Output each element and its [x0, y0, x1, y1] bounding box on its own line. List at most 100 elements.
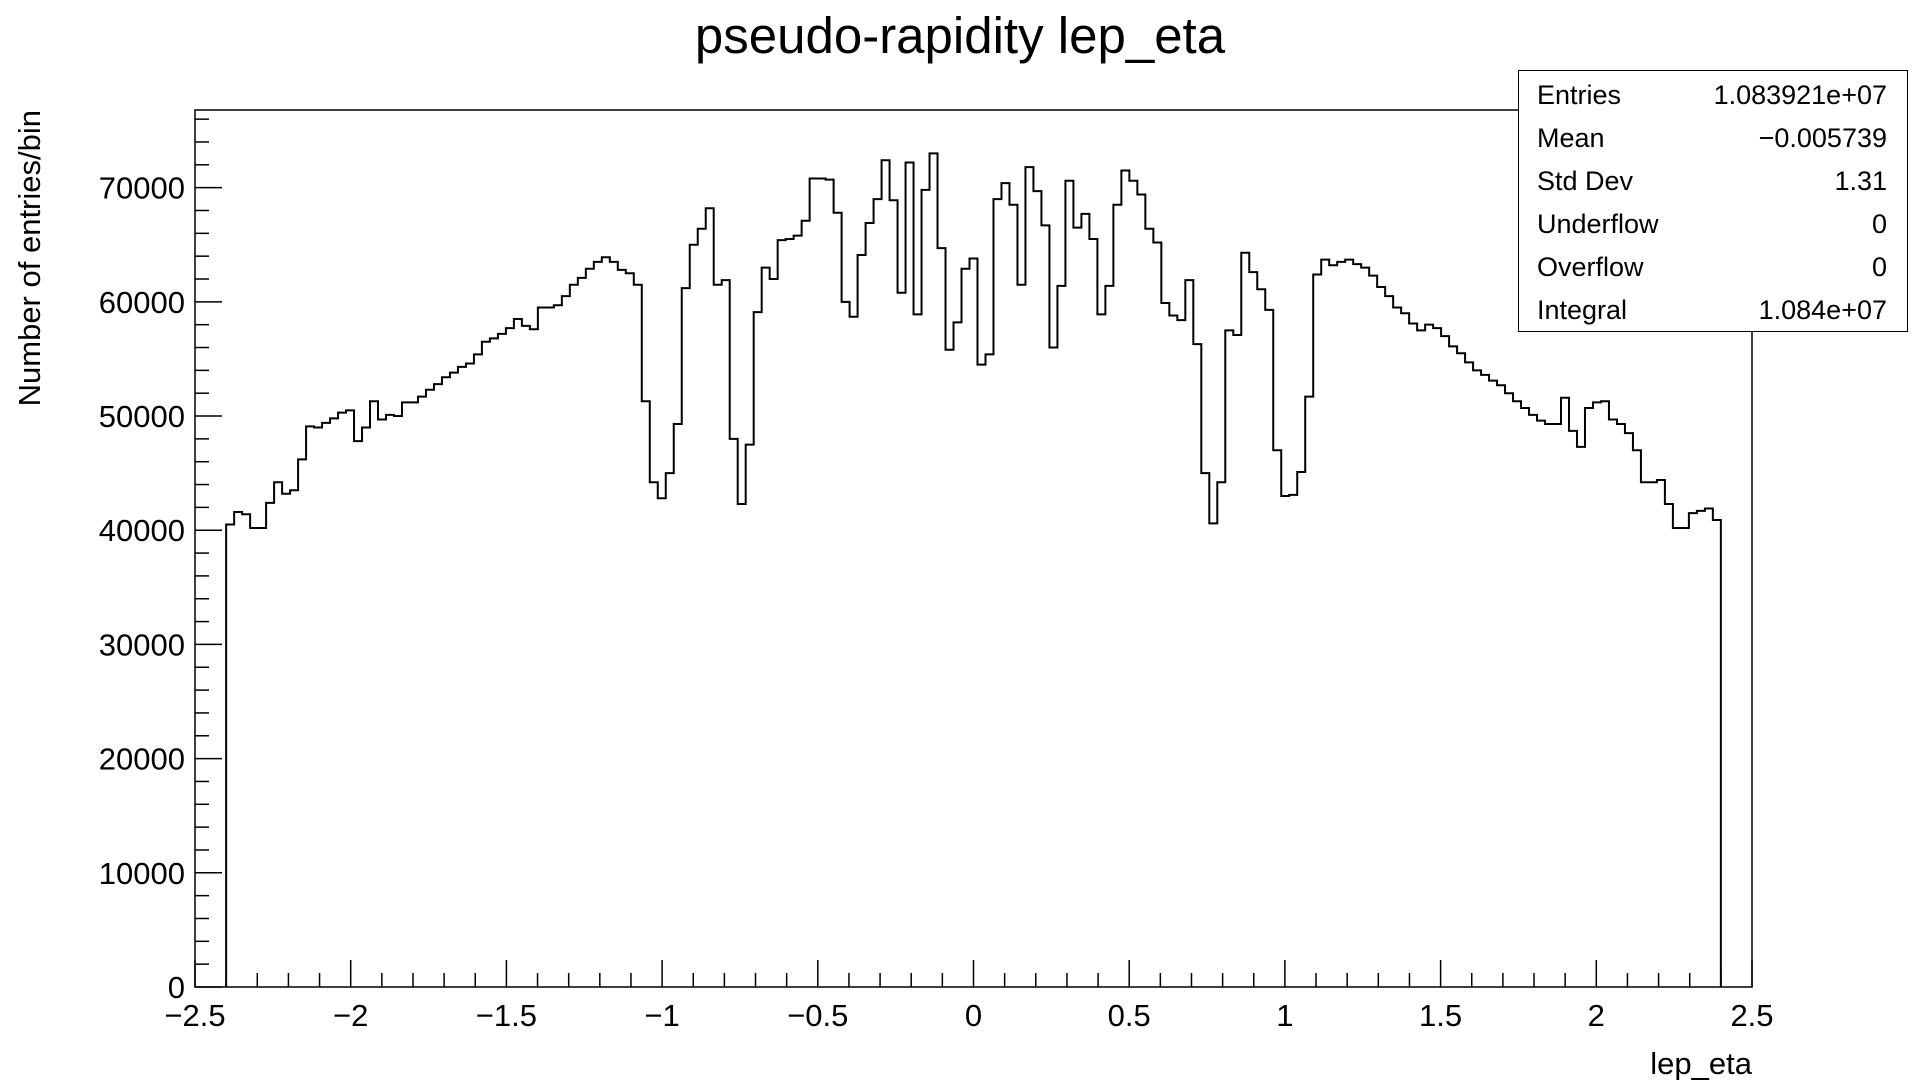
- histogram-bin: [786, 239, 794, 987]
- histogram-bin: [1529, 415, 1537, 987]
- histogram-bin: [698, 229, 706, 987]
- histogram-bin: [418, 397, 426, 987]
- histogram-bin: [1345, 260, 1353, 987]
- histogram-bin: [993, 199, 1001, 987]
- histogram-bin: [1617, 424, 1625, 987]
- histogram-bin: [338, 413, 346, 987]
- y-tick-label: 60000: [99, 285, 185, 320]
- histogram-bin: [1473, 370, 1481, 987]
- histogram-bin: [626, 273, 634, 987]
- histogram-bin: [498, 334, 506, 987]
- histogram-bin: [1289, 495, 1297, 987]
- histogram-bin: [290, 490, 298, 987]
- histogram-bin: [1177, 320, 1185, 987]
- histogram-bin: [482, 342, 490, 987]
- histogram-bin: [1313, 274, 1321, 987]
- histogram-bin: [1641, 482, 1649, 987]
- histogram-bin: [898, 293, 906, 987]
- histogram-bin: [1185, 280, 1193, 987]
- stats-label: Integral: [1537, 294, 1628, 325]
- histogram-bin: [1233, 335, 1241, 987]
- histogram-bin: [1409, 324, 1417, 987]
- histogram-bins: [226, 153, 1721, 987]
- histogram-bin: [1209, 523, 1217, 987]
- histogram-bin: [1305, 397, 1313, 987]
- chart-title: pseudo-rapidity lep_eta: [694, 7, 1226, 64]
- histogram-bin: [1569, 431, 1577, 987]
- histogram-bin: [258, 528, 266, 987]
- histogram-bin: [1681, 528, 1689, 987]
- histogram-bin: [754, 312, 762, 987]
- histogram-bin: [362, 427, 370, 987]
- histogram-bin: [1609, 419, 1617, 987]
- histogram-bin: [1425, 325, 1433, 987]
- histogram-bin: [250, 528, 258, 987]
- stats-value: 1.084e+07: [1758, 294, 1887, 325]
- histogram-bin: [1465, 362, 1473, 987]
- histogram-bin: [850, 317, 858, 987]
- histogram-bin: [370, 401, 378, 987]
- histogram-bin: [922, 190, 930, 987]
- histogram-bin: [402, 402, 410, 987]
- x-tick-label: 1: [1276, 998, 1293, 1033]
- histogram-bin: [1113, 205, 1121, 987]
- histogram-bin: [546, 308, 554, 987]
- histogram-bin: [1041, 225, 1049, 987]
- histogram-bin: [442, 377, 450, 987]
- stats-label: Entries: [1537, 79, 1622, 110]
- y-axis-ticks: [195, 118, 222, 988]
- histogram-bin: [826, 180, 834, 987]
- histogram-bin: [530, 329, 538, 987]
- histogram-bin: [1129, 181, 1137, 987]
- histogram-bin: [1137, 195, 1145, 987]
- histogram-bin: [834, 213, 842, 987]
- histogram-bin: [226, 525, 234, 987]
- histogram-bin: [746, 445, 754, 987]
- histogram-bin: [1505, 393, 1513, 987]
- histogram-bin: [330, 418, 338, 987]
- histogram-bin: [1513, 401, 1521, 987]
- stats-row: Std Dev 1.31: [1537, 161, 1887, 201]
- histogram-bin: [842, 302, 850, 987]
- histogram-bin: [866, 223, 874, 987]
- histogram-bin: [690, 245, 698, 987]
- histogram-bin: [874, 199, 882, 987]
- histogram-bin: [618, 270, 626, 987]
- histogram-bin: [1257, 289, 1265, 987]
- histogram-bin: [1265, 310, 1273, 987]
- histogram-bin: [474, 354, 482, 987]
- histogram-bin: [1593, 402, 1601, 987]
- histogram-bin: [794, 236, 802, 987]
- stats-label: Mean: [1537, 122, 1605, 153]
- histogram-bin: [1057, 286, 1065, 987]
- histogram-bin: [1025, 167, 1033, 987]
- histogram-bin: [322, 423, 330, 987]
- histogram-bin: [490, 338, 498, 987]
- histogram-bin: [1705, 509, 1713, 987]
- histogram-bin: [450, 373, 458, 987]
- histogram-bin: [1241, 253, 1249, 987]
- histogram-bin: [1009, 205, 1017, 987]
- histogram-bin: [610, 262, 618, 987]
- histogram-bin: [762, 268, 770, 987]
- x-tick-label: −2: [333, 998, 368, 1033]
- histogram-bin: [1121, 171, 1129, 987]
- x-tick-label: 0: [965, 998, 982, 1033]
- histogram-bin: [562, 296, 570, 987]
- histogram-bin: [1321, 260, 1329, 987]
- stats-label: Std Dev: [1537, 165, 1634, 196]
- histogram-bin: [378, 419, 386, 987]
- x-tick-label: −0.5: [787, 998, 848, 1033]
- y-tick-label: 50000: [99, 399, 185, 434]
- histogram-bin: [434, 384, 442, 987]
- histogram-bin: [1649, 482, 1657, 987]
- histogram-bin: [1457, 353, 1465, 987]
- histogram-bin: [1521, 408, 1529, 987]
- histogram-bin: [730, 439, 738, 987]
- histogram-bin: [1433, 328, 1441, 987]
- x-tick-label: −2.5: [164, 998, 225, 1033]
- histogram-bin: [818, 179, 826, 987]
- histogram-bin: [642, 401, 650, 987]
- histogram-bin: [1001, 183, 1009, 987]
